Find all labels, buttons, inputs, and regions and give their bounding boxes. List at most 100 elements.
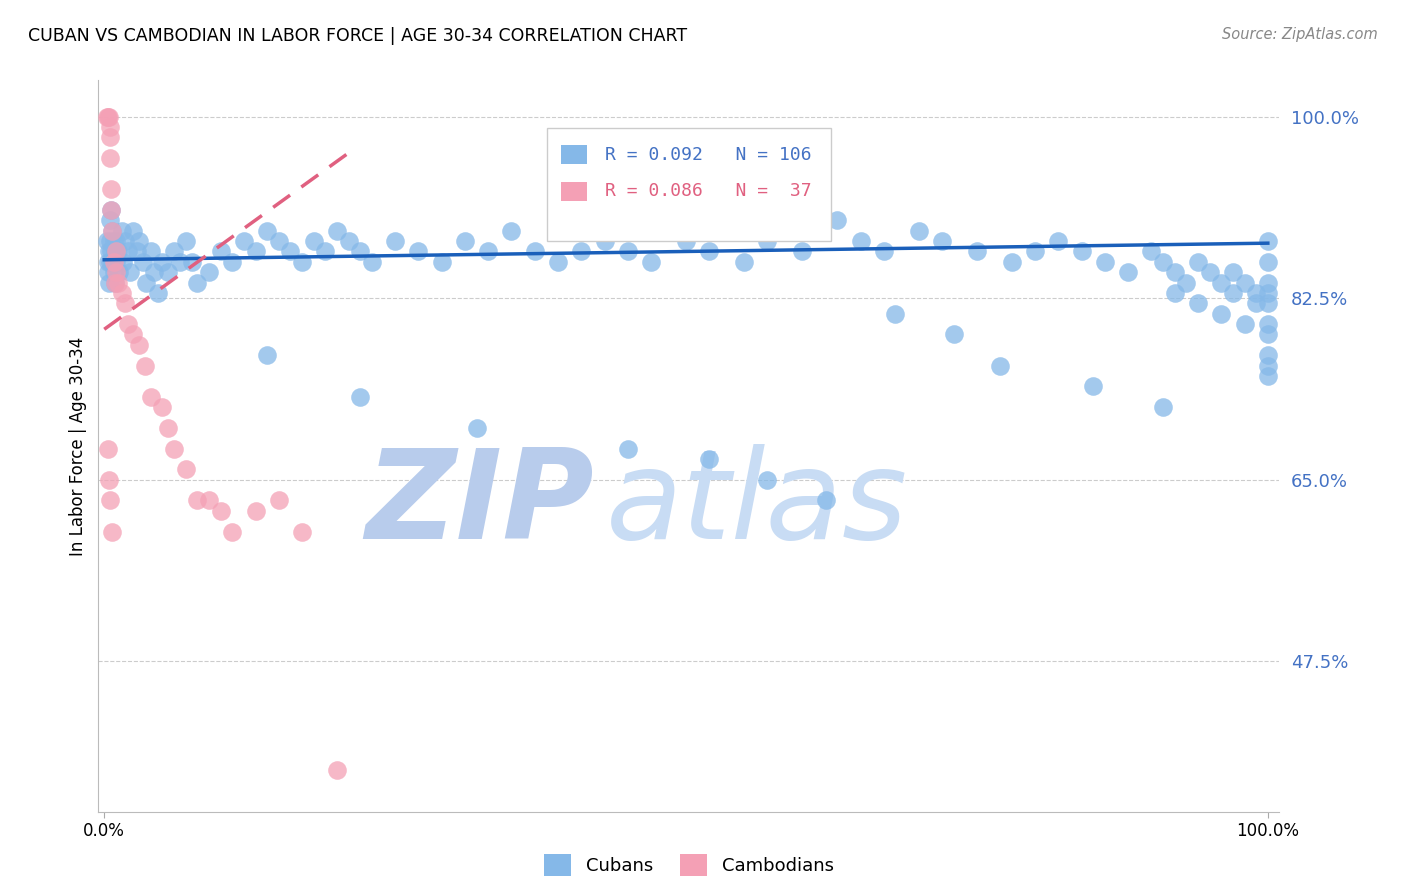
Point bbox=[280, 244, 302, 259]
Text: CUBAN VS CAMBODIAN IN LABOR FORCE | AGE 30-34 CORRELATION CHART: CUBAN VS CAMBODIAN IN LABOR FORCE | AGE … bbox=[28, 27, 688, 45]
Point bbox=[122, 327, 145, 342]
Point bbox=[1094, 255, 1116, 269]
Point bbox=[163, 244, 186, 259]
Point bbox=[114, 234, 136, 248]
Point bbox=[104, 276, 127, 290]
Point bbox=[617, 244, 640, 259]
Point bbox=[267, 234, 290, 248]
Point bbox=[101, 224, 124, 238]
Point bbox=[477, 244, 499, 259]
Point bbox=[97, 244, 120, 259]
Point bbox=[1257, 348, 1279, 362]
Point bbox=[1187, 296, 1209, 310]
Point bbox=[101, 224, 124, 238]
Point bbox=[756, 234, 779, 248]
Point bbox=[349, 244, 371, 259]
Point bbox=[186, 276, 208, 290]
Point bbox=[98, 130, 121, 145]
Point bbox=[1257, 255, 1279, 269]
Point bbox=[1257, 317, 1279, 331]
Point bbox=[96, 110, 118, 124]
Point bbox=[1211, 307, 1233, 321]
Point bbox=[465, 421, 488, 435]
Point bbox=[107, 276, 129, 290]
Point bbox=[1211, 276, 1233, 290]
Point bbox=[104, 265, 127, 279]
Y-axis label: In Labor Force | Age 30-34: In Labor Force | Age 30-34 bbox=[69, 336, 87, 556]
Point bbox=[907, 224, 929, 238]
Point bbox=[756, 473, 779, 487]
Point bbox=[111, 285, 134, 300]
Point bbox=[326, 224, 349, 238]
FancyBboxPatch shape bbox=[561, 182, 588, 201]
Point bbox=[98, 120, 121, 134]
Point bbox=[1140, 244, 1163, 259]
Point bbox=[100, 202, 122, 217]
Point bbox=[98, 234, 121, 248]
Point bbox=[111, 224, 134, 238]
Point bbox=[697, 244, 720, 259]
Point bbox=[1257, 276, 1279, 290]
Point bbox=[128, 234, 150, 248]
Point bbox=[988, 359, 1011, 373]
Point bbox=[198, 265, 221, 279]
Point bbox=[104, 276, 127, 290]
Point bbox=[103, 234, 125, 248]
Point bbox=[1175, 276, 1198, 290]
Point bbox=[117, 244, 139, 259]
Point bbox=[98, 255, 121, 269]
Point bbox=[314, 244, 336, 259]
Point bbox=[97, 110, 120, 124]
Point bbox=[966, 244, 988, 259]
Point bbox=[384, 234, 406, 248]
Point bbox=[454, 234, 477, 248]
Legend: Cubans, Cambodians: Cubans, Cambodians bbox=[537, 847, 841, 883]
Point bbox=[849, 234, 872, 248]
Point bbox=[245, 504, 267, 518]
Point bbox=[1070, 244, 1092, 259]
Point bbox=[675, 234, 697, 248]
Point bbox=[1244, 296, 1267, 310]
Point bbox=[157, 265, 180, 279]
Point bbox=[326, 763, 349, 777]
Point bbox=[98, 493, 121, 508]
Text: atlas: atlas bbox=[606, 444, 908, 565]
Point bbox=[1164, 285, 1187, 300]
Point bbox=[501, 224, 523, 238]
Point bbox=[697, 452, 720, 467]
Point bbox=[146, 285, 169, 300]
Point bbox=[569, 244, 592, 259]
Point bbox=[1244, 285, 1267, 300]
Point bbox=[100, 244, 122, 259]
Point bbox=[180, 255, 202, 269]
Point bbox=[97, 442, 120, 456]
Point bbox=[163, 442, 186, 456]
Point bbox=[349, 390, 371, 404]
Point bbox=[1152, 255, 1174, 269]
Point bbox=[111, 255, 134, 269]
Point bbox=[143, 265, 166, 279]
Text: ZIP: ZIP bbox=[366, 444, 595, 565]
Point bbox=[103, 265, 125, 279]
Point bbox=[302, 234, 325, 248]
Point bbox=[152, 400, 174, 414]
Point bbox=[245, 244, 267, 259]
Point bbox=[103, 255, 125, 269]
Point bbox=[884, 307, 907, 321]
Point bbox=[1116, 265, 1139, 279]
Point bbox=[1222, 285, 1244, 300]
Point bbox=[108, 265, 131, 279]
Point bbox=[1187, 255, 1209, 269]
Point bbox=[122, 224, 145, 238]
Point bbox=[128, 338, 150, 352]
Point bbox=[1198, 265, 1220, 279]
Point bbox=[97, 110, 120, 124]
Point bbox=[593, 234, 616, 248]
Point bbox=[186, 493, 208, 508]
Point bbox=[1152, 400, 1174, 414]
Point bbox=[827, 213, 849, 227]
Point bbox=[1222, 265, 1244, 279]
Text: Source: ZipAtlas.com: Source: ZipAtlas.com bbox=[1222, 27, 1378, 42]
Point bbox=[118, 265, 141, 279]
Point bbox=[152, 255, 174, 269]
